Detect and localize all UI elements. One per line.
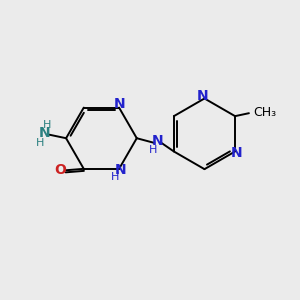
Text: CH₃: CH₃ — [254, 106, 277, 119]
Text: N: N — [38, 126, 50, 140]
Text: N: N — [114, 97, 125, 111]
Text: N: N — [152, 134, 164, 148]
Text: N: N — [115, 163, 126, 177]
Text: H: H — [35, 138, 44, 148]
Text: H: H — [111, 172, 120, 182]
Text: H: H — [149, 145, 158, 155]
Text: N: N — [197, 88, 209, 103]
Text: H: H — [43, 120, 51, 130]
Text: N: N — [231, 146, 242, 160]
Text: O: O — [54, 163, 66, 177]
